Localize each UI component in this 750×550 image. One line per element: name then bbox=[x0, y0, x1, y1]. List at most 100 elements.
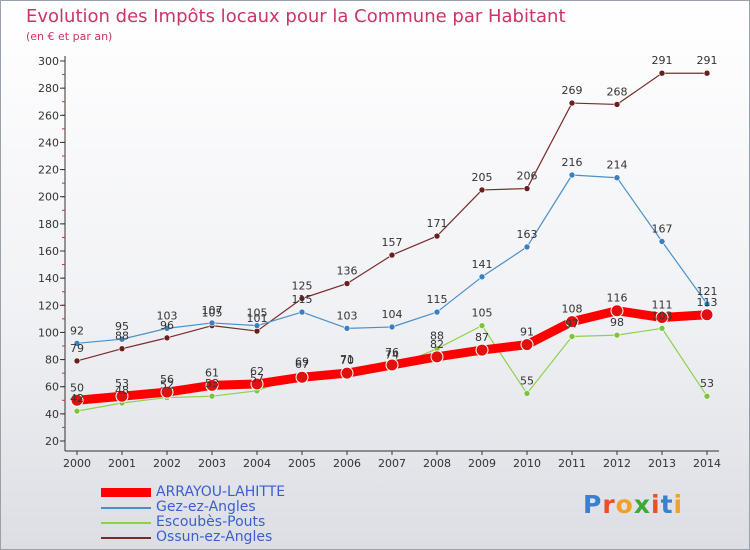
y-tick-label: 100 bbox=[38, 326, 59, 339]
data-label-escoubes: 74 bbox=[385, 349, 399, 362]
data-point-arrayou bbox=[475, 343, 489, 357]
data-label-gez: 103 bbox=[157, 309, 178, 322]
data-point-gez bbox=[208, 319, 216, 327]
data-point-escoubes bbox=[478, 322, 486, 329]
y-tick-label: 220 bbox=[38, 164, 59, 177]
data-point-arrayou bbox=[340, 366, 354, 380]
data-point-ossun bbox=[523, 185, 531, 192]
data-point-arrayou bbox=[205, 378, 219, 392]
data-point-arrayou bbox=[430, 350, 444, 364]
data-label-ossun: 171 bbox=[427, 217, 448, 230]
data-label-gez: 104 bbox=[382, 308, 403, 321]
x-tick-label: 2009 bbox=[468, 457, 496, 470]
data-point-gez bbox=[163, 325, 171, 332]
data-label-gez: 141 bbox=[472, 258, 493, 271]
y-tick-label: 300 bbox=[38, 55, 59, 68]
data-point-escoubes bbox=[613, 331, 621, 339]
x-tick-label: 2002 bbox=[153, 457, 181, 470]
x-tick-label: 2010 bbox=[513, 457, 541, 470]
data-label-arrayou: 91 bbox=[520, 326, 534, 339]
x-tick-label: 2011 bbox=[558, 457, 586, 470]
data-label-escoubes: 52 bbox=[160, 379, 174, 392]
legend-label-gez: Gez-ez-Angles bbox=[156, 499, 256, 515]
data-point-ossun bbox=[613, 101, 621, 108]
data-label-gez: 92 bbox=[70, 324, 84, 337]
data-point-ossun bbox=[163, 334, 171, 342]
data-label-escoubes: 55 bbox=[520, 375, 534, 388]
logo-letter: P bbox=[583, 490, 603, 519]
data-label-ossun: 268 bbox=[607, 85, 628, 98]
chart-title: Evolution des Impôts locaux pour la Comm… bbox=[26, 6, 566, 27]
data-label-ossun: 206 bbox=[517, 170, 538, 183]
data-label-gez: 167 bbox=[652, 223, 673, 236]
data-point-gez bbox=[343, 325, 351, 332]
data-label-arrayou: 62 bbox=[250, 365, 264, 378]
data-label-ossun: 291 bbox=[652, 54, 673, 67]
data-point-arrayou bbox=[70, 393, 84, 407]
data-label-arrayou: 50 bbox=[70, 381, 84, 394]
data-point-arrayou bbox=[160, 385, 174, 399]
data-label-gez: 115 bbox=[427, 293, 448, 306]
data-label-arrayou: 70 bbox=[340, 354, 354, 367]
data-label-arrayou: 82 bbox=[430, 338, 444, 351]
data-label-gez: 121 bbox=[697, 285, 718, 298]
data-label-gez: 103 bbox=[337, 309, 358, 322]
data-label-escoubes: 71 bbox=[340, 353, 354, 366]
data-point-gez bbox=[433, 308, 441, 316]
data-label-escoubes: 69 bbox=[295, 356, 309, 369]
legend-swatch-escoubes bbox=[101, 522, 151, 524]
data-label-arrayou: 61 bbox=[205, 366, 219, 379]
data-point-ossun bbox=[568, 99, 576, 107]
data-label-arrayou: 67 bbox=[295, 358, 309, 371]
legend: ARRAYOU-LAHITTE Gez-ez-Angles Escoubès-P… bbox=[101, 485, 421, 545]
data-label-escoubes: 103 bbox=[652, 309, 673, 322]
data-point-gez bbox=[118, 335, 126, 343]
y-tick-label: 280 bbox=[38, 82, 59, 95]
x-tick-label: 2005 bbox=[288, 457, 316, 470]
legend-item-escoubes: Escoubès-Pouts bbox=[101, 515, 421, 530]
data-point-gez bbox=[253, 322, 261, 329]
data-point-escoubes bbox=[523, 390, 531, 397]
data-point-arrayou bbox=[115, 389, 129, 403]
x-tick-label: 2012 bbox=[603, 457, 631, 470]
data-point-ossun bbox=[658, 69, 666, 77]
legend-label-ossun: Ossun-ez-Angles bbox=[156, 529, 273, 545]
data-label-ossun: 96 bbox=[160, 319, 174, 332]
logo-letter: i bbox=[673, 490, 684, 519]
legend-item-arrayou: ARRAYOU-LAHITTE bbox=[101, 485, 421, 500]
data-point-ossun bbox=[253, 327, 261, 335]
x-tick-label: 2013 bbox=[648, 457, 676, 470]
logo-letter: i bbox=[651, 490, 661, 519]
data-point-arrayou bbox=[520, 338, 534, 352]
logo-letter: x bbox=[633, 490, 651, 519]
legend-swatch-arrayou bbox=[101, 488, 151, 497]
data-point-gez bbox=[568, 171, 576, 179]
data-label-ossun: 101 bbox=[247, 312, 268, 325]
data-label-escoubes: 42 bbox=[70, 392, 84, 405]
y-tick-label: 240 bbox=[38, 136, 59, 149]
data-point-arrayou bbox=[610, 304, 624, 318]
data-label-gez: 107 bbox=[202, 304, 223, 317]
data-label-ossun: 88 bbox=[115, 330, 129, 343]
data-label-gez: 163 bbox=[517, 228, 538, 241]
data-point-gez bbox=[478, 273, 486, 281]
data-label-ossun: 136 bbox=[337, 265, 358, 278]
data-point-ossun bbox=[73, 357, 81, 365]
x-tick-label: 2004 bbox=[243, 457, 271, 470]
logo-letter: o bbox=[615, 490, 634, 519]
data-point-escoubes bbox=[658, 325, 666, 332]
x-tick-label: 2006 bbox=[333, 457, 361, 470]
data-point-gez bbox=[523, 243, 531, 251]
data-point-ossun bbox=[298, 295, 306, 302]
data-label-gez: 95 bbox=[115, 320, 129, 333]
data-label-arrayou: 108 bbox=[562, 303, 583, 316]
y-tick-label: 140 bbox=[38, 272, 59, 285]
data-point-arrayou bbox=[565, 315, 579, 329]
data-point-gez bbox=[658, 238, 666, 245]
data-label-escoubes: 98 bbox=[610, 316, 624, 329]
data-point-ossun bbox=[343, 280, 351, 287]
proxiti-logo: Proxiti bbox=[583, 490, 683, 519]
y-tick-label: 200 bbox=[38, 191, 59, 204]
legend-swatch-ossun bbox=[101, 537, 151, 539]
